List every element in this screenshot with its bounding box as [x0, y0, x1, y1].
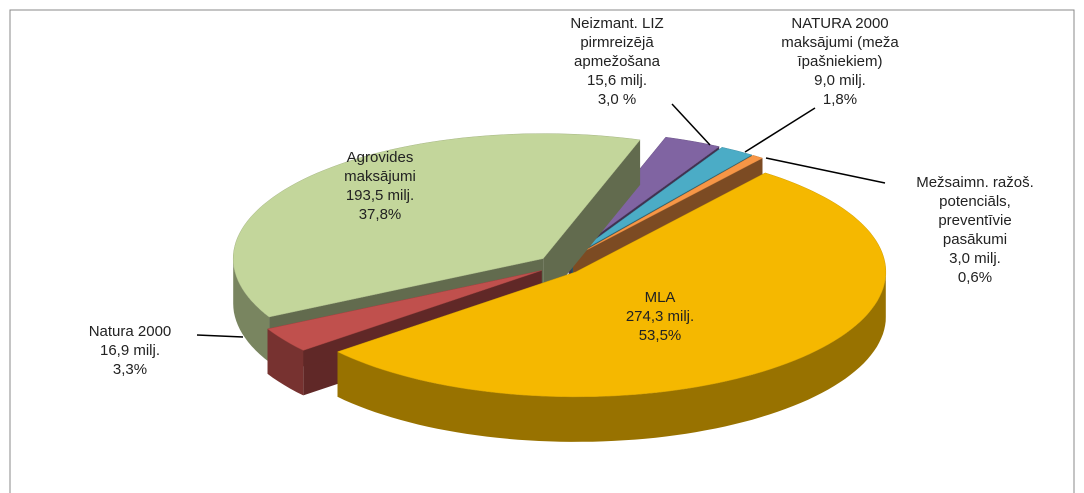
value-label: 37,8%: [359, 206, 402, 223]
slice-side: [337, 271, 886, 442]
category-label: MLA: [645, 289, 676, 306]
amount-label: 274,3 milj.: [626, 308, 694, 325]
amount-label: 9,0 milj.: [814, 72, 866, 89]
slice-cut-face: [267, 270, 542, 374]
category-label: Natura 2000: [89, 323, 172, 340]
amount-label: 193,5 milj.: [346, 187, 414, 204]
slice: [232, 133, 641, 318]
category-label: Mežsaimn. ražoš. potenciāls, preventīvie pa…: [916, 174, 1034, 248]
value-label: 53,5%: [639, 327, 682, 344]
slice-cut-face: [543, 139, 641, 304]
value-label: 3,3%: [113, 361, 147, 378]
slice: [572, 155, 764, 258]
category-label: Agrovides maksājumi: [344, 149, 416, 185]
amount-label: 16,9 milj.: [100, 342, 160, 359]
slice: [267, 270, 542, 351]
slice-side: [267, 328, 304, 396]
pie: [232, 133, 887, 442]
amount-label: 15,6 milj.: [587, 72, 647, 89]
slice: [568, 136, 720, 257]
leader-line: [196, 334, 244, 338]
slice-side: [233, 258, 270, 362]
amount-label: 3,0 milj.: [949, 250, 1001, 267]
labels: Mežsaimn. ražoš. potenciāls, preventīvie pa…: [89, 15, 1034, 378]
category-label: NATURA 2000 maksājumi (meža īpašniekiem): [781, 15, 899, 70]
leader-line: [765, 157, 886, 184]
category-label: Neizmant. LIZ pirmreizējā apmežošana: [570, 15, 663, 70]
slice: [336, 172, 887, 398]
leader-line: [744, 107, 816, 153]
value-label: 1,8%: [823, 91, 857, 108]
value-label: 0,6%: [958, 269, 992, 286]
value-label: 3,0 %: [598, 91, 636, 108]
leader-line: [671, 103, 711, 146]
slice: [571, 147, 753, 257]
